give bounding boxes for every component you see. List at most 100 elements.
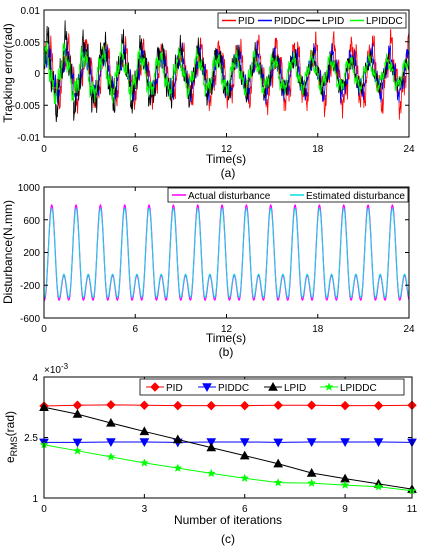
data-point-lpiddc: [340, 480, 350, 489]
x-tick-label: 18: [312, 324, 324, 335]
y-tick-label: 1000: [18, 183, 41, 194]
data-point-pid: [273, 400, 283, 410]
data-point-pid: [206, 400, 216, 411]
legend-marker-pid: [150, 382, 160, 392]
y-tick-label: 2.5: [24, 433, 38, 444]
legend-marker-lpiddc: [324, 382, 334, 391]
legend-label-pid: PID: [238, 16, 255, 27]
data-point-lpiddc: [206, 468, 216, 478]
data-point-lpiddc: [106, 452, 116, 461]
data-point-lpid: [206, 442, 217, 452]
data-point-piddc: [340, 438, 350, 447]
data-point-piddc: [206, 438, 217, 447]
data-point-pid: [72, 400, 83, 410]
data-point-lpid: [139, 426, 150, 436]
legend-label-piddc: PIDDC: [218, 383, 249, 394]
legend: PID PIDDC LPID LPIDDC: [139, 378, 405, 396]
y-axis-label: Tracking error(rad): [1, 23, 15, 123]
y-tick-label: 0.01: [21, 6, 41, 17]
series-line-estimated-disturbance: [44, 207, 409, 299]
x-axis-label: Time(s): [206, 331, 246, 345]
legend-label-estimated: Estimated disturbance: [306, 191, 405, 202]
data-point-lpiddc: [139, 458, 149, 467]
series-line-pid: [43, 404, 413, 407]
y-tick-label: 600: [23, 216, 40, 227]
legend-box: [167, 187, 409, 203]
data-point-pid: [139, 400, 150, 410]
x-axis-label: Time(s): [206, 152, 246, 166]
caption: (c): [221, 532, 235, 546]
data-point-lpid: [306, 467, 317, 477]
legend-marker-piddc: [202, 383, 212, 393]
series-line-lpiddc: [43, 444, 413, 492]
x-tick-label: 6: [242, 504, 248, 515]
x-tick-label: 12: [221, 324, 233, 335]
legend-marker-lpid: [268, 381, 278, 391]
y-exponent-base: ×10: [44, 365, 61, 376]
legend-label-lpid: LPID: [284, 383, 306, 394]
data-point-lpiddc: [307, 478, 317, 487]
data-point-pid: [340, 400, 350, 411]
data-point-lpiddc: [240, 473, 250, 483]
x-axis-label: Number of iterations: [174, 513, 282, 527]
y-exponent-power: -3: [61, 362, 69, 371]
disturbance-series-group: [44, 204, 409, 301]
y-tick-label: -200: [20, 281, 40, 292]
rms-error-series-group: [39, 400, 417, 495]
x-tick-label: 6: [132, 324, 138, 335]
data-point-pid: [106, 400, 116, 410]
data-point-piddc: [106, 438, 116, 447]
data-point-lpiddc: [374, 481, 384, 491]
panel-b: 1000 600 200 -200 -600 0 6 12 18 24 Time…: [1, 183, 415, 359]
legend-label-actual: Actual disturbance: [188, 191, 271, 202]
data-point-pid: [373, 400, 384, 411]
y-axis-label: Disturbance(N.mm): [1, 200, 15, 304]
legend: PID PIDDC LPID LPIDDC: [217, 12, 407, 29]
data-point-piddc: [72, 438, 83, 448]
y-tick-label: -0.005: [12, 101, 41, 112]
series-line-lpid: [43, 406, 413, 490]
legend-label-pid: PID: [166, 383, 183, 394]
data-point-lpid: [106, 417, 116, 427]
y-tick-label: -600: [20, 314, 40, 325]
data-point-lpid: [273, 458, 284, 468]
data-point-pid: [306, 400, 317, 410]
data-point-pid: [173, 400, 183, 411]
data-point-lpid: [172, 434, 183, 444]
data-point-lpiddc: [173, 463, 183, 472]
y-axis-label-main: e: [3, 456, 17, 463]
x-tick-label: 0: [41, 144, 47, 155]
caption: (a): [221, 166, 236, 180]
legend: Actual disturbance Estimated disturbance: [167, 187, 409, 203]
y-tick-label: 1: [32, 494, 38, 505]
x-tick-label: 0: [41, 504, 47, 515]
y-tick-label: 4: [32, 373, 38, 384]
x-tick-label: 9: [342, 504, 348, 515]
y-tick-label: 200: [23, 248, 40, 259]
x-tick-label: 24: [403, 144, 415, 155]
x-tick-label: 11: [407, 504, 418, 515]
data-point-lpid: [72, 409, 83, 418]
panel-c: 4 2.5 1 0 3 6 9 11 Number of iterations …: [3, 362, 418, 546]
series-line-lpiddc: [44, 40, 409, 105]
x-tick-label: 6: [132, 144, 138, 155]
data-point-piddc: [306, 438, 317, 447]
legend-label-lpid: LPID: [322, 16, 344, 27]
tracking-error-series-group: [44, 20, 409, 122]
data-point-piddc: [273, 438, 284, 448]
y-tick-label: 0: [34, 69, 40, 80]
data-point-pid: [240, 400, 250, 411]
data-point-piddc: [239, 438, 250, 447]
legend-label-lpiddc: LPIDDC: [366, 16, 403, 27]
x-tick-label: 24: [403, 324, 415, 335]
y-tick-label: 0.005: [15, 38, 40, 49]
caption: (b): [219, 345, 234, 359]
data-point-piddc: [139, 438, 150, 447]
data-point-piddc: [373, 438, 384, 447]
x-tick-label: 18: [312, 144, 324, 155]
x-tick-label: 12: [221, 144, 233, 155]
y-axis-label: eRMS(rad): [3, 411, 19, 463]
plot-area-frame: [43, 186, 410, 319]
x-tick-label: 0: [41, 324, 47, 335]
